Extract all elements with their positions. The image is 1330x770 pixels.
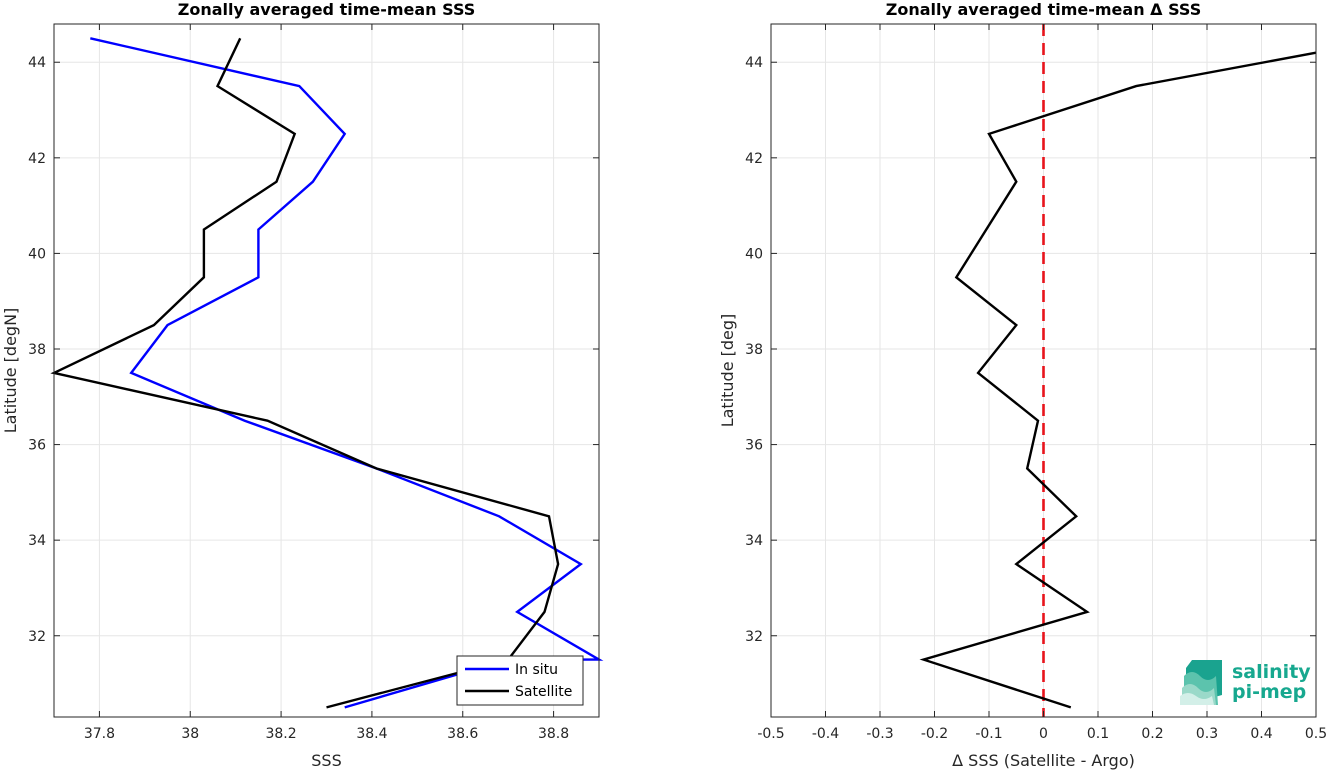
y-tick-label: 32 — [28, 629, 46, 645]
y-tick-label: 38 — [28, 342, 46, 358]
series-line-series-0 — [919, 51, 1317, 709]
x-tick-label: 0.3 — [1196, 726, 1218, 742]
x-tick-label: 0.1 — [1087, 726, 1109, 742]
salinity-pi-mep-logo: salinity pi-mep — [1180, 660, 1311, 705]
x-axis-label: SSS — [311, 751, 341, 770]
y-axis-label: Latitude [deg] — [718, 314, 737, 428]
delta-sss-plot: -0.5 -0.4 -0.3 -0.2 -0.1 0 0.1 0.2 0.3 0.4 0.5 32 34… — [718, 0, 1327, 770]
x-tick-label: 0 — [1039, 726, 1048, 742]
y-tick-label: 32 — [745, 629, 763, 645]
logo-line1: salinity — [1232, 661, 1311, 683]
x-tick-label: -0.4 — [812, 726, 839, 742]
y-tick-label: 34 — [745, 533, 763, 549]
y-axis-label: Latitude [degN] — [1, 308, 20, 434]
x-tick-label: 0.2 — [1141, 726, 1163, 742]
x-tick-label: -0.3 — [866, 726, 893, 742]
x-axis-label: Δ SSS (Satellite - Argo) — [952, 751, 1135, 770]
y-tick-label: 44 — [745, 55, 763, 71]
y-tick-label: 42 — [745, 151, 763, 167]
x-tick-label: 38.2 — [265, 726, 296, 742]
y-tick-label: 36 — [28, 438, 46, 454]
logo-mark-icon — [1180, 660, 1222, 705]
logo-line2: pi-mep — [1232, 681, 1306, 703]
x-tick-label: -0.2 — [921, 726, 948, 742]
x-tick-label: 0.4 — [1250, 726, 1272, 742]
y-tick-label: 40 — [745, 246, 763, 262]
x-tick-label: 38.4 — [356, 726, 387, 742]
legend: In situ Satellite — [456, 655, 584, 706]
plot-area — [54, 24, 599, 717]
x-tick-label: 38 — [181, 726, 199, 742]
x-tick-label: 0.5 — [1305, 726, 1327, 742]
series-line-in-situ — [90, 37, 604, 709]
sss-plot: 37.8 38 38.2 38.4 38.6 38.8 32 34 36 38 40 42 44 Zona… — [1, 0, 604, 770]
y-tick-label: 40 — [28, 246, 46, 262]
axes-box — [53, 23, 600, 718]
x-tick-label: 37.8 — [84, 726, 115, 742]
y-tick-label: 44 — [28, 55, 46, 71]
chart-title: Zonally averaged time-mean SSS — [178, 0, 476, 19]
y-tick-label: 42 — [28, 151, 46, 167]
chart-title: Zonally averaged time-mean Δ SSS — [886, 0, 1202, 19]
y-tick-label: 38 — [745, 342, 763, 358]
legend-entry: Satellite — [515, 684, 572, 700]
legend-entry: In situ — [515, 662, 558, 678]
y-tick-label: 34 — [28, 533, 46, 549]
legend-box — [456, 655, 584, 706]
x-tick-label: -0.1 — [975, 726, 1002, 742]
x-tick-label: 38.6 — [447, 726, 478, 742]
x-tick-label: 38.8 — [538, 726, 569, 742]
x-tick-label: -0.5 — [757, 726, 784, 742]
y-tick-label: 36 — [745, 438, 763, 454]
